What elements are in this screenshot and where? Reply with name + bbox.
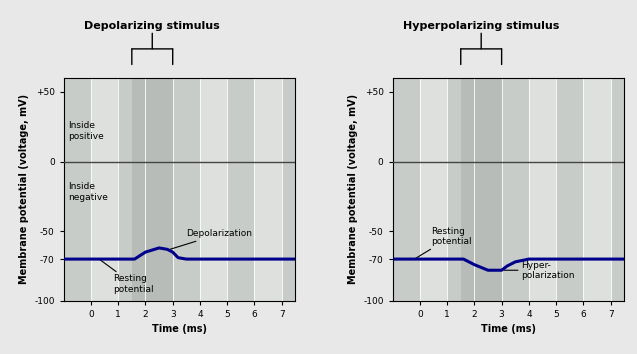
Bar xyxy=(447,78,475,301)
Text: Inside
negative: Inside negative xyxy=(68,182,108,202)
Bar xyxy=(132,78,173,301)
Text: Depolarizing stimulus: Depolarizing stimulus xyxy=(84,21,220,31)
Bar xyxy=(556,78,583,301)
Bar xyxy=(200,78,227,301)
Bar xyxy=(420,78,447,301)
Bar xyxy=(145,78,173,301)
Text: Resting
potential: Resting potential xyxy=(99,259,154,294)
X-axis label: Time (ms): Time (ms) xyxy=(152,325,207,335)
Text: Inside
positive: Inside positive xyxy=(68,121,104,141)
Bar xyxy=(173,78,200,301)
Bar xyxy=(461,78,501,301)
Bar xyxy=(611,78,637,301)
Text: Hyper-
polarization: Hyper- polarization xyxy=(505,261,574,280)
Bar xyxy=(392,78,420,301)
Bar xyxy=(118,78,145,301)
Text: Hyperpolarizing stimulus: Hyperpolarizing stimulus xyxy=(403,21,559,31)
Bar xyxy=(583,78,611,301)
Bar xyxy=(227,78,254,301)
X-axis label: Time (ms): Time (ms) xyxy=(481,325,536,335)
Y-axis label: Membrane potential (voltage, mV): Membrane potential (voltage, mV) xyxy=(18,94,29,285)
Bar xyxy=(91,78,118,301)
Text: Resting
potential: Resting potential xyxy=(415,227,471,259)
Y-axis label: Membrane potential (voltage, mV): Membrane potential (voltage, mV) xyxy=(348,94,357,285)
Bar xyxy=(282,78,309,301)
Bar xyxy=(64,78,91,301)
Bar xyxy=(254,78,282,301)
Bar xyxy=(529,78,556,301)
Bar xyxy=(501,78,529,301)
Text: Depolarization: Depolarization xyxy=(170,229,252,249)
Bar xyxy=(475,78,501,301)
